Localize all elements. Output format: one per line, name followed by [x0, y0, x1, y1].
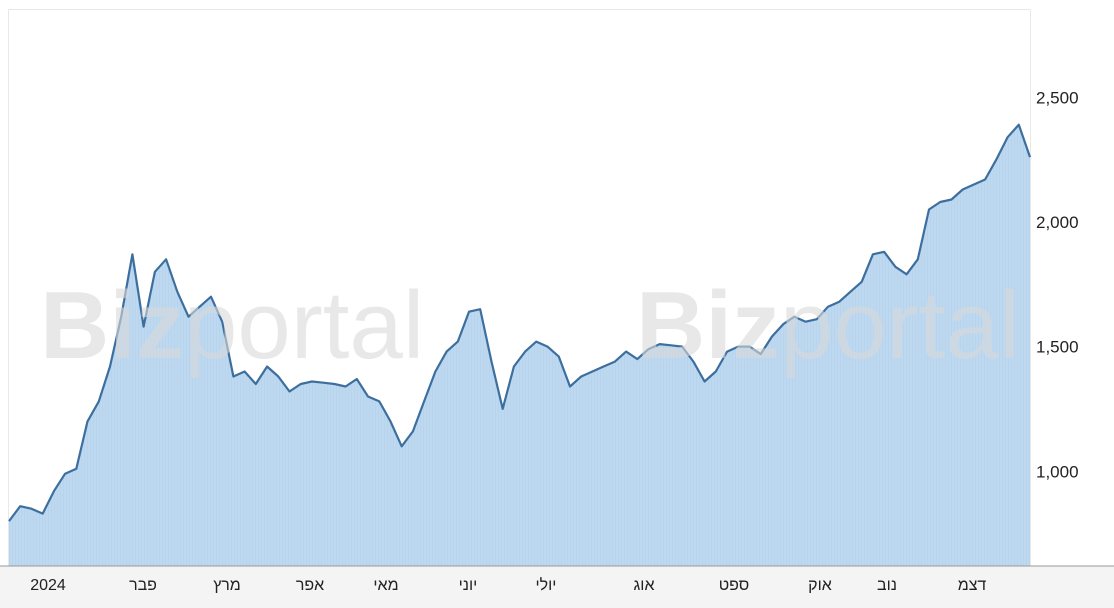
- series-area: [9, 124, 1030, 566]
- x-axis: 2024 פבר מרץ אפר מאי יוני יולי אוג ספט אוק נוב דצמ: [30, 576, 986, 594]
- area-series: Bizportal Bizportal: [8, 10, 1032, 566]
- x-tick-label: פבר: [129, 577, 157, 594]
- x-tick-label: 2024: [30, 577, 66, 594]
- area-top-mask: [9, 10, 1030, 522]
- x-tick-label: אפר: [296, 577, 324, 594]
- x-axis-band: [0, 566, 1114, 608]
- watermark-left-overlay: Bizportal: [40, 272, 424, 379]
- series-line: [8, 123, 1032, 522]
- x-tick-label: אוג: [634, 577, 655, 594]
- y-tick-label: 1,500: [1036, 338, 1079, 357]
- x-tick-label: אוק: [808, 577, 832, 594]
- watermark-overlay-part-1: portal: [184, 272, 424, 379]
- y-tick-label: 2,500: [1036, 88, 1079, 107]
- x-tick-label: יולי: [536, 576, 557, 594]
- y-tick-label: 2,000: [1036, 213, 1079, 232]
- watermark-right-overlay: Bizportal: [636, 272, 1020, 379]
- x-tick-label: נוב: [877, 577, 897, 594]
- x-tick-label: ספט: [719, 577, 750, 594]
- watermark-overlay-part-0: Biz: [636, 272, 780, 379]
- y-axis: 1,000 1,500 2,000 2,500: [1036, 88, 1079, 481]
- x-tick-label: דצמ: [958, 577, 987, 594]
- x-tick-label: יוני: [459, 577, 478, 594]
- watermark-overlay-part-1: portal: [780, 272, 1020, 379]
- x-tick-label: מרץ: [213, 577, 241, 594]
- watermark-overlay-part-0: Biz: [40, 272, 184, 379]
- x-tick-label: מאי: [373, 577, 398, 594]
- y-tick-label: 1,000: [1036, 462, 1079, 481]
